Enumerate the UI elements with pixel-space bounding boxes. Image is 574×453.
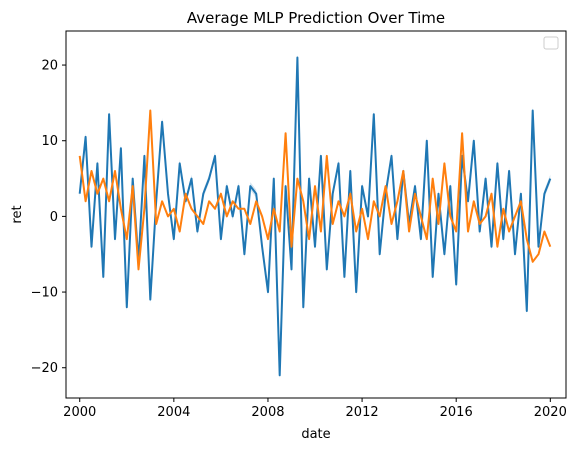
x-tick-label: 2016 [440, 405, 473, 420]
y-tick-label: 10 [41, 134, 58, 149]
x-tick-label: 2008 [251, 405, 284, 420]
x-tick-label: 2000 [63, 405, 96, 420]
y-tick-label: −10 [31, 286, 58, 301]
legend [543, 36, 559, 50]
chart-title: Average MLP Prediction Over Time [187, 9, 445, 27]
y-axis-label: ret [10, 205, 25, 223]
x-axis-label: date [301, 427, 330, 442]
y-tick-label: 20 [41, 59, 58, 74]
legend-box [543, 36, 559, 50]
x-tick-label: 2020 [534, 405, 567, 420]
series-2-line [78, 109, 552, 271]
y-tick-label: 0 [50, 210, 58, 225]
x-axis: 2000 2004 2008 2012 2016 2020 [63, 398, 567, 420]
y-tick-label: −20 [31, 361, 58, 376]
series-layer [78, 56, 552, 377]
plot-frame [65, 30, 567, 399]
x-tick-label: 2004 [157, 405, 190, 420]
series-1-line [78, 56, 552, 377]
plot-area [65, 30, 567, 399]
x-tick-label: 2012 [346, 405, 379, 420]
y-axis: −20 −10 0 10 20 [31, 59, 66, 376]
